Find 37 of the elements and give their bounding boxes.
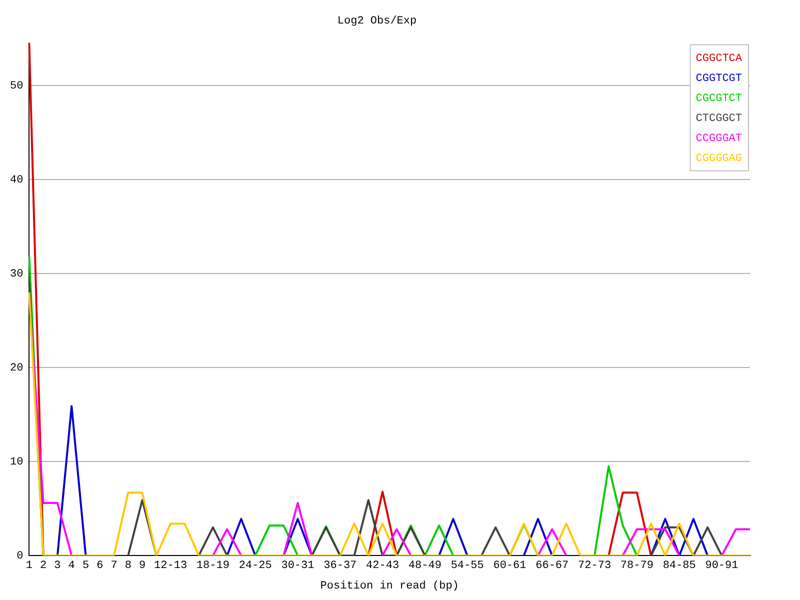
x-tick-label: 36-37 [324, 560, 357, 572]
text: CCGGGAT [696, 133, 742, 146]
y-tick-label: 50 [10, 80, 24, 92]
y-tick-label: 0 [16, 550, 24, 563]
x-tick-label: 8 [124, 560, 132, 572]
x-tick-label: 30-31 [281, 560, 315, 572]
x-tick-label: 1 [26, 560, 33, 572]
y-tick-label: 40 [10, 174, 24, 186]
x-tick-label: 5 [82, 560, 90, 572]
x-tick-label: 48-49 [408, 560, 442, 572]
y-tick-label: 30 [10, 268, 24, 280]
x-tick-label: 12-13 [154, 560, 188, 572]
x-tick-label: 9 [138, 560, 146, 572]
x-tick-label: 84-85 [662, 560, 696, 572]
text: CGGGGAG [696, 153, 742, 166]
x-tick-label: 42-43 [366, 560, 400, 572]
x-tick-label: 3 [54, 560, 61, 572]
x-tick-label: 18-19 [196, 560, 230, 572]
x-tick-label: 24-25 [238, 560, 272, 572]
y-tick-label: 10 [10, 456, 24, 468]
text: CGCGTCT [696, 93, 742, 106]
text: CTCGGCT [696, 113, 742, 126]
x-tick-label: 66-67 [536, 560, 569, 572]
chart-title: Log2 Obs/Exp [337, 16, 417, 28]
x-tick-label: 78-79 [620, 560, 654, 572]
x-tick-label: 4 [68, 560, 76, 572]
x-tick-label: 60-61 [493, 560, 527, 572]
x-tick-label: 72-73 [578, 560, 612, 572]
text: CGGTCGT [696, 73, 742, 86]
x-tick-label: 90-91 [705, 560, 739, 572]
x-tick-label: 2 [40, 560, 47, 572]
text: CGGCTCA [696, 53, 742, 66]
x-tick-label: 7 [110, 560, 118, 572]
x-tick-label: 54-55 [450, 560, 484, 572]
x-tick-label: 6 [96, 560, 104, 572]
y-tick-label: 20 [10, 362, 24, 374]
x-axis-title: Position in read (bp) [320, 580, 459, 592]
